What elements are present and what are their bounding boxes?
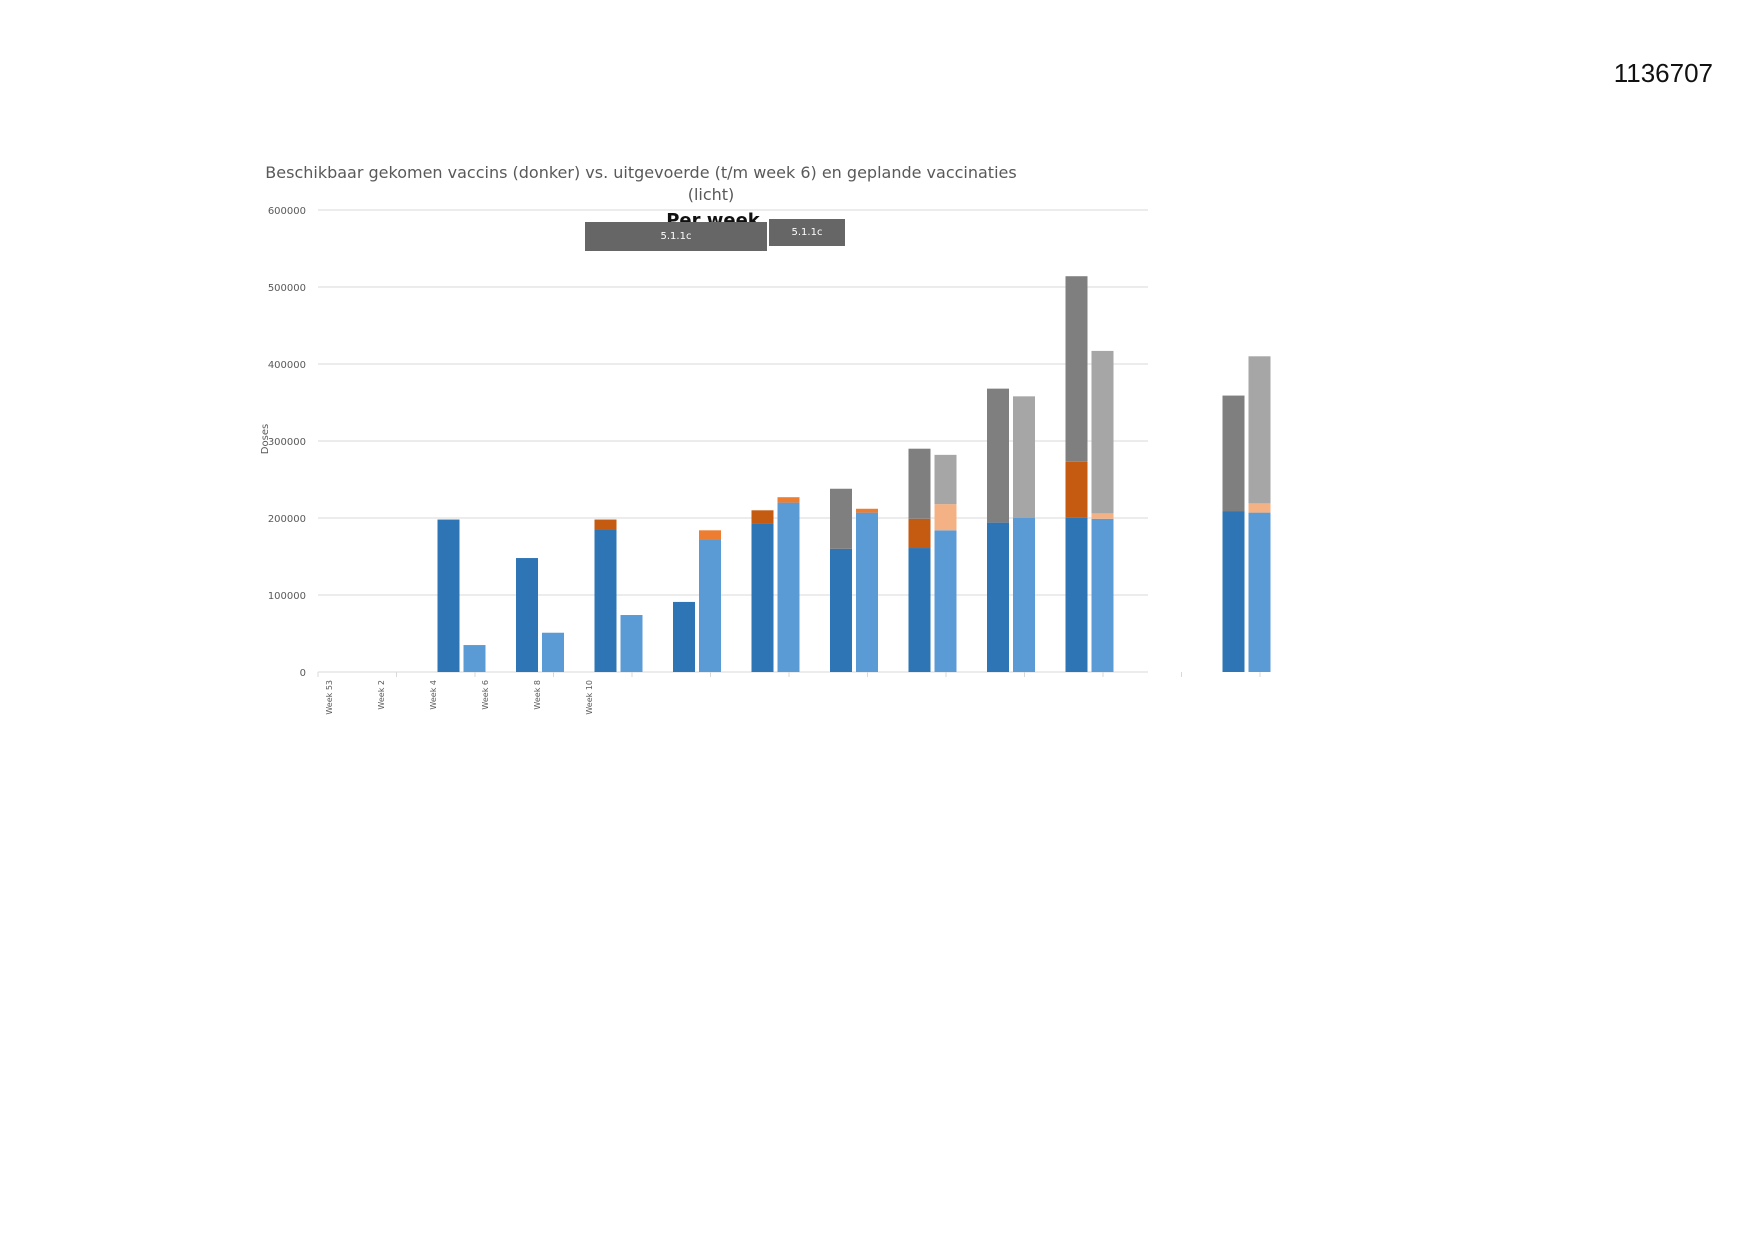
y-axis-ticks: 0 100000 200000 300000 400000 500000 600000 bbox=[268, 206, 306, 679]
bar-segment bbox=[1091, 513, 1114, 519]
y-tick-label: 200000 bbox=[268, 514, 306, 525]
bar-segment bbox=[437, 519, 460, 672]
bar-segment bbox=[1091, 518, 1114, 672]
x-axis-ticks: Week 53 Week 2 Week 4 Week 6 Week 8 Week 10 bbox=[317, 672, 1261, 715]
bar-segment bbox=[830, 548, 852, 672]
bar-segment bbox=[934, 454, 957, 505]
bar-segment bbox=[908, 448, 931, 519]
bar-segment bbox=[1065, 517, 1088, 672]
y-tick-label: 100000 bbox=[268, 591, 306, 602]
bar-segment bbox=[699, 530, 721, 540]
bar-segment bbox=[1065, 276, 1088, 462]
y-axis-label: Doses bbox=[260, 424, 271, 454]
bar-segment bbox=[908, 518, 931, 549]
y-tick-label: 300000 bbox=[268, 437, 306, 448]
x-tick-label: Week 10 bbox=[585, 680, 594, 715]
bars bbox=[437, 276, 1271, 672]
bar-segment bbox=[1013, 396, 1035, 518]
bar-segment bbox=[1248, 503, 1271, 513]
x-tick-label: Week 4 bbox=[429, 680, 438, 710]
bar-segment bbox=[463, 645, 486, 672]
bar-segment bbox=[934, 504, 957, 531]
bar-segment bbox=[751, 510, 774, 524]
bar-segment bbox=[1222, 511, 1245, 672]
x-tick-label: Week 6 bbox=[481, 680, 490, 710]
bar-segment bbox=[777, 497, 800, 503]
bar-segment bbox=[751, 523, 774, 672]
bar-segment bbox=[1065, 461, 1088, 518]
bar-segment bbox=[542, 632, 564, 672]
x-tick-label: Week 53 bbox=[325, 680, 334, 715]
bar-segment bbox=[1248, 356, 1271, 504]
y-tick-label: 400000 bbox=[268, 360, 306, 371]
chart-title-line-2: (licht) bbox=[688, 185, 735, 204]
bar-segment bbox=[777, 502, 800, 672]
bar-segment bbox=[987, 388, 1009, 523]
bar-segment bbox=[987, 522, 1009, 672]
y-tick-label: 600000 bbox=[268, 206, 306, 217]
redaction-box-1: 5.1.1c bbox=[585, 222, 767, 251]
bar-segment bbox=[856, 508, 878, 513]
bar-segment bbox=[699, 539, 721, 672]
document-id: 1136707 bbox=[1613, 58, 1713, 88]
y-tick-label: 500000 bbox=[268, 283, 306, 294]
bar-segment bbox=[856, 512, 878, 672]
bar-segment bbox=[516, 558, 538, 672]
bar-segment bbox=[594, 529, 617, 672]
bar-segment bbox=[830, 488, 852, 549]
bar-segment bbox=[594, 519, 617, 530]
x-tick-label: Week 8 bbox=[533, 680, 542, 710]
bar-segment bbox=[1091, 350, 1114, 514]
bar-segment bbox=[908, 548, 931, 672]
x-tick-label: Week 2 bbox=[377, 680, 386, 710]
y-tick-label: 0 bbox=[300, 668, 306, 679]
bar-segment bbox=[1013, 518, 1035, 672]
bar-segment bbox=[1222, 395, 1245, 512]
redaction-label-2: 5.1.1c bbox=[792, 227, 823, 238]
redaction-label-1: 5.1.1c bbox=[661, 231, 692, 242]
bar-segment bbox=[620, 615, 643, 672]
chart-title-line-1: Beschikbaar gekomen vaccins (donker) vs.… bbox=[265, 163, 1016, 182]
bar-segment bbox=[934, 530, 957, 672]
bar-segment bbox=[1248, 512, 1271, 672]
bar-segment bbox=[673, 601, 695, 672]
redaction-box-2: 5.1.1c bbox=[769, 219, 845, 246]
